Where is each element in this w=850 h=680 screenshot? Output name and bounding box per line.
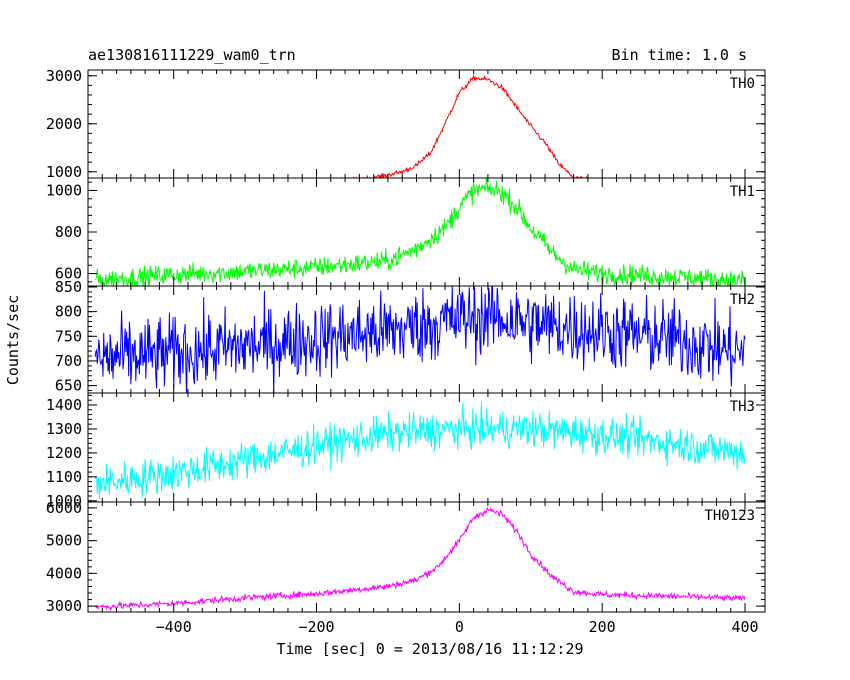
y-tick-label: 800 bbox=[55, 223, 82, 241]
y-axis-label: Counts/sec bbox=[4, 295, 22, 385]
panel-frame bbox=[87, 501, 766, 613]
x-tick-label: 200 bbox=[589, 618, 616, 636]
y-tick-label: 850 bbox=[55, 278, 82, 296]
x-axis-label: Time [sec] 0 = 2013/08/16 11:12:29 bbox=[276, 640, 583, 658]
y-tick-label: 2000 bbox=[46, 115, 82, 133]
y-tick-label: 800 bbox=[55, 303, 82, 321]
y-tick-label: 700 bbox=[55, 352, 82, 370]
panel-label: TH0 bbox=[730, 76, 755, 92]
y-tick-label: 3000 bbox=[46, 597, 82, 615]
series-line-th2 bbox=[94, 286, 746, 393]
panel-label: TH3 bbox=[730, 399, 755, 415]
y-tick-label: 1100 bbox=[46, 468, 82, 486]
y-tick-label: 1000 bbox=[46, 163, 82, 181]
y-tick-label: 1000 bbox=[46, 492, 82, 510]
y-tick-label: 750 bbox=[55, 327, 82, 345]
panel-label: TH1 bbox=[730, 184, 755, 200]
y-tick-label: 1000 bbox=[46, 181, 82, 199]
x-tick-label: −400 bbox=[156, 618, 192, 636]
panel-th0123: 3000 4000 5000 6000 TH0123 bbox=[46, 499, 766, 615]
series-line-th1 bbox=[94, 178, 746, 286]
panel-label: TH2 bbox=[730, 292, 755, 308]
series-line-th3 bbox=[94, 401, 746, 499]
panel-th3: 1000 1100 1200 1300 1400 TH3 bbox=[46, 392, 766, 510]
y-tick-label: 650 bbox=[55, 377, 82, 395]
y-tick-label: 600 bbox=[55, 265, 82, 283]
series-line-th0 bbox=[310, 73, 595, 178]
y-tick-label: 3000 bbox=[46, 67, 82, 85]
series-line-th0123 bbox=[94, 506, 746, 611]
panel-frame bbox=[87, 392, 766, 503]
x-tick-label: −200 bbox=[298, 618, 334, 636]
y-tick-label: 1200 bbox=[46, 444, 82, 462]
chart-title-right: Bin time: 1.0 s bbox=[612, 46, 747, 64]
y-tick-label: 5000 bbox=[46, 532, 82, 550]
y-tick-label: 6000 bbox=[46, 499, 82, 517]
y-tick-label: 4000 bbox=[46, 564, 82, 582]
panel-th2: 650 700 750 800 850 TH2 bbox=[55, 278, 766, 395]
panel-th1: 600 800 1000 TH1 bbox=[46, 177, 766, 287]
x-tick-label: 0 bbox=[455, 618, 464, 636]
x-tick-label: 400 bbox=[731, 618, 758, 636]
chart-title-left: ae130816111229_wam0_trn bbox=[88, 46, 296, 64]
panel-frame bbox=[87, 69, 766, 179]
y-tick-label: 1400 bbox=[46, 396, 82, 414]
panel-th0: 1000 2000 3000 TH0 bbox=[46, 67, 766, 181]
panel-label: TH0123 bbox=[704, 508, 755, 524]
y-tick-label: 1300 bbox=[46, 420, 82, 438]
